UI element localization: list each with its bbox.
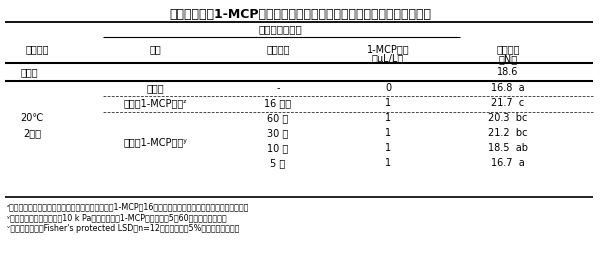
Text: 16 時間: 16 時間 — [265, 98, 292, 108]
Text: -: - — [276, 83, 280, 93]
Text: 1: 1 — [385, 143, 391, 153]
Text: 5 分: 5 分 — [271, 158, 286, 168]
Text: 21.2  bc: 21.2 bc — [488, 128, 528, 138]
Text: （N）: （N） — [499, 54, 518, 64]
Text: 2週間: 2週間 — [23, 128, 41, 138]
Text: 表３．減圧下1-MCP処理がニホンナシ「新星」の日持ち性に及ぼす影響: 表３．減圧下1-MCP処理がニホンナシ「新星」の日持ち性に及ぼす影響 — [169, 8, 431, 21]
Text: 果肉硬度: 果肉硬度 — [496, 44, 520, 54]
Text: 減圧下1-MCP処理ʸ: 減圧下1-MCP処理ʸ — [123, 138, 187, 147]
Text: 10 分: 10 分 — [268, 143, 289, 153]
Text: 21.7  c: 21.7 c — [491, 98, 524, 108]
Text: 20.3  bc: 20.3 bc — [488, 113, 527, 123]
Text: 処　理　方　法: 処 理 方 法 — [258, 24, 302, 34]
Text: 1: 1 — [385, 113, 391, 123]
Text: 処理前: 処理前 — [20, 67, 38, 77]
Text: ᵛ異なる記号は、Fisher's protected LSD（n=12）において、5%水準で有意差有り: ᵛ異なる記号は、Fisher's protected LSD（n=12）において… — [7, 224, 239, 233]
Text: 16.7  a: 16.7 a — [491, 158, 525, 168]
Text: ᶻ収穫当日の果実を用い、気密性容器内で、常圧で1-MCPを16時間暴露処理（農薬登録に準じた処理方法）: ᶻ収穫当日の果実を用い、気密性容器内で、常圧で1-MCPを16時間暴露処理（農薬… — [7, 202, 250, 211]
Text: 30 分: 30 分 — [268, 128, 289, 138]
Text: 1: 1 — [385, 158, 391, 168]
Text: 処理: 処理 — [149, 44, 161, 54]
Text: 1: 1 — [385, 98, 391, 108]
Text: ʸ収穫当日の果実を用い、10 k Paまで減圧後、1-MCPを注入し、5～60分暴露処理後開放: ʸ収穫当日の果実を用い、10 k Paまで減圧後、1-MCPを注入し、5～60分… — [7, 213, 227, 222]
Text: 18.5  ab: 18.5 ab — [488, 143, 528, 153]
Text: 1-MCP濃度: 1-MCP濃度 — [367, 44, 409, 54]
Text: 16.8  a: 16.8 a — [491, 83, 525, 93]
Text: 常圧下1-MCP処理ᶻ: 常圧下1-MCP処理ᶻ — [123, 98, 187, 108]
Text: 貯蔵条件: 貯蔵条件 — [25, 44, 49, 54]
Text: （μL/L）: （μL/L） — [372, 54, 404, 64]
Text: 無処理: 無処理 — [146, 83, 164, 93]
Text: 18.6: 18.6 — [497, 67, 518, 77]
Text: 60 分: 60 分 — [268, 113, 289, 123]
Text: 1: 1 — [385, 128, 391, 138]
Text: 処理時間: 処理時間 — [266, 44, 290, 54]
Text: 20℃: 20℃ — [20, 113, 44, 123]
Text: 0: 0 — [385, 83, 391, 93]
